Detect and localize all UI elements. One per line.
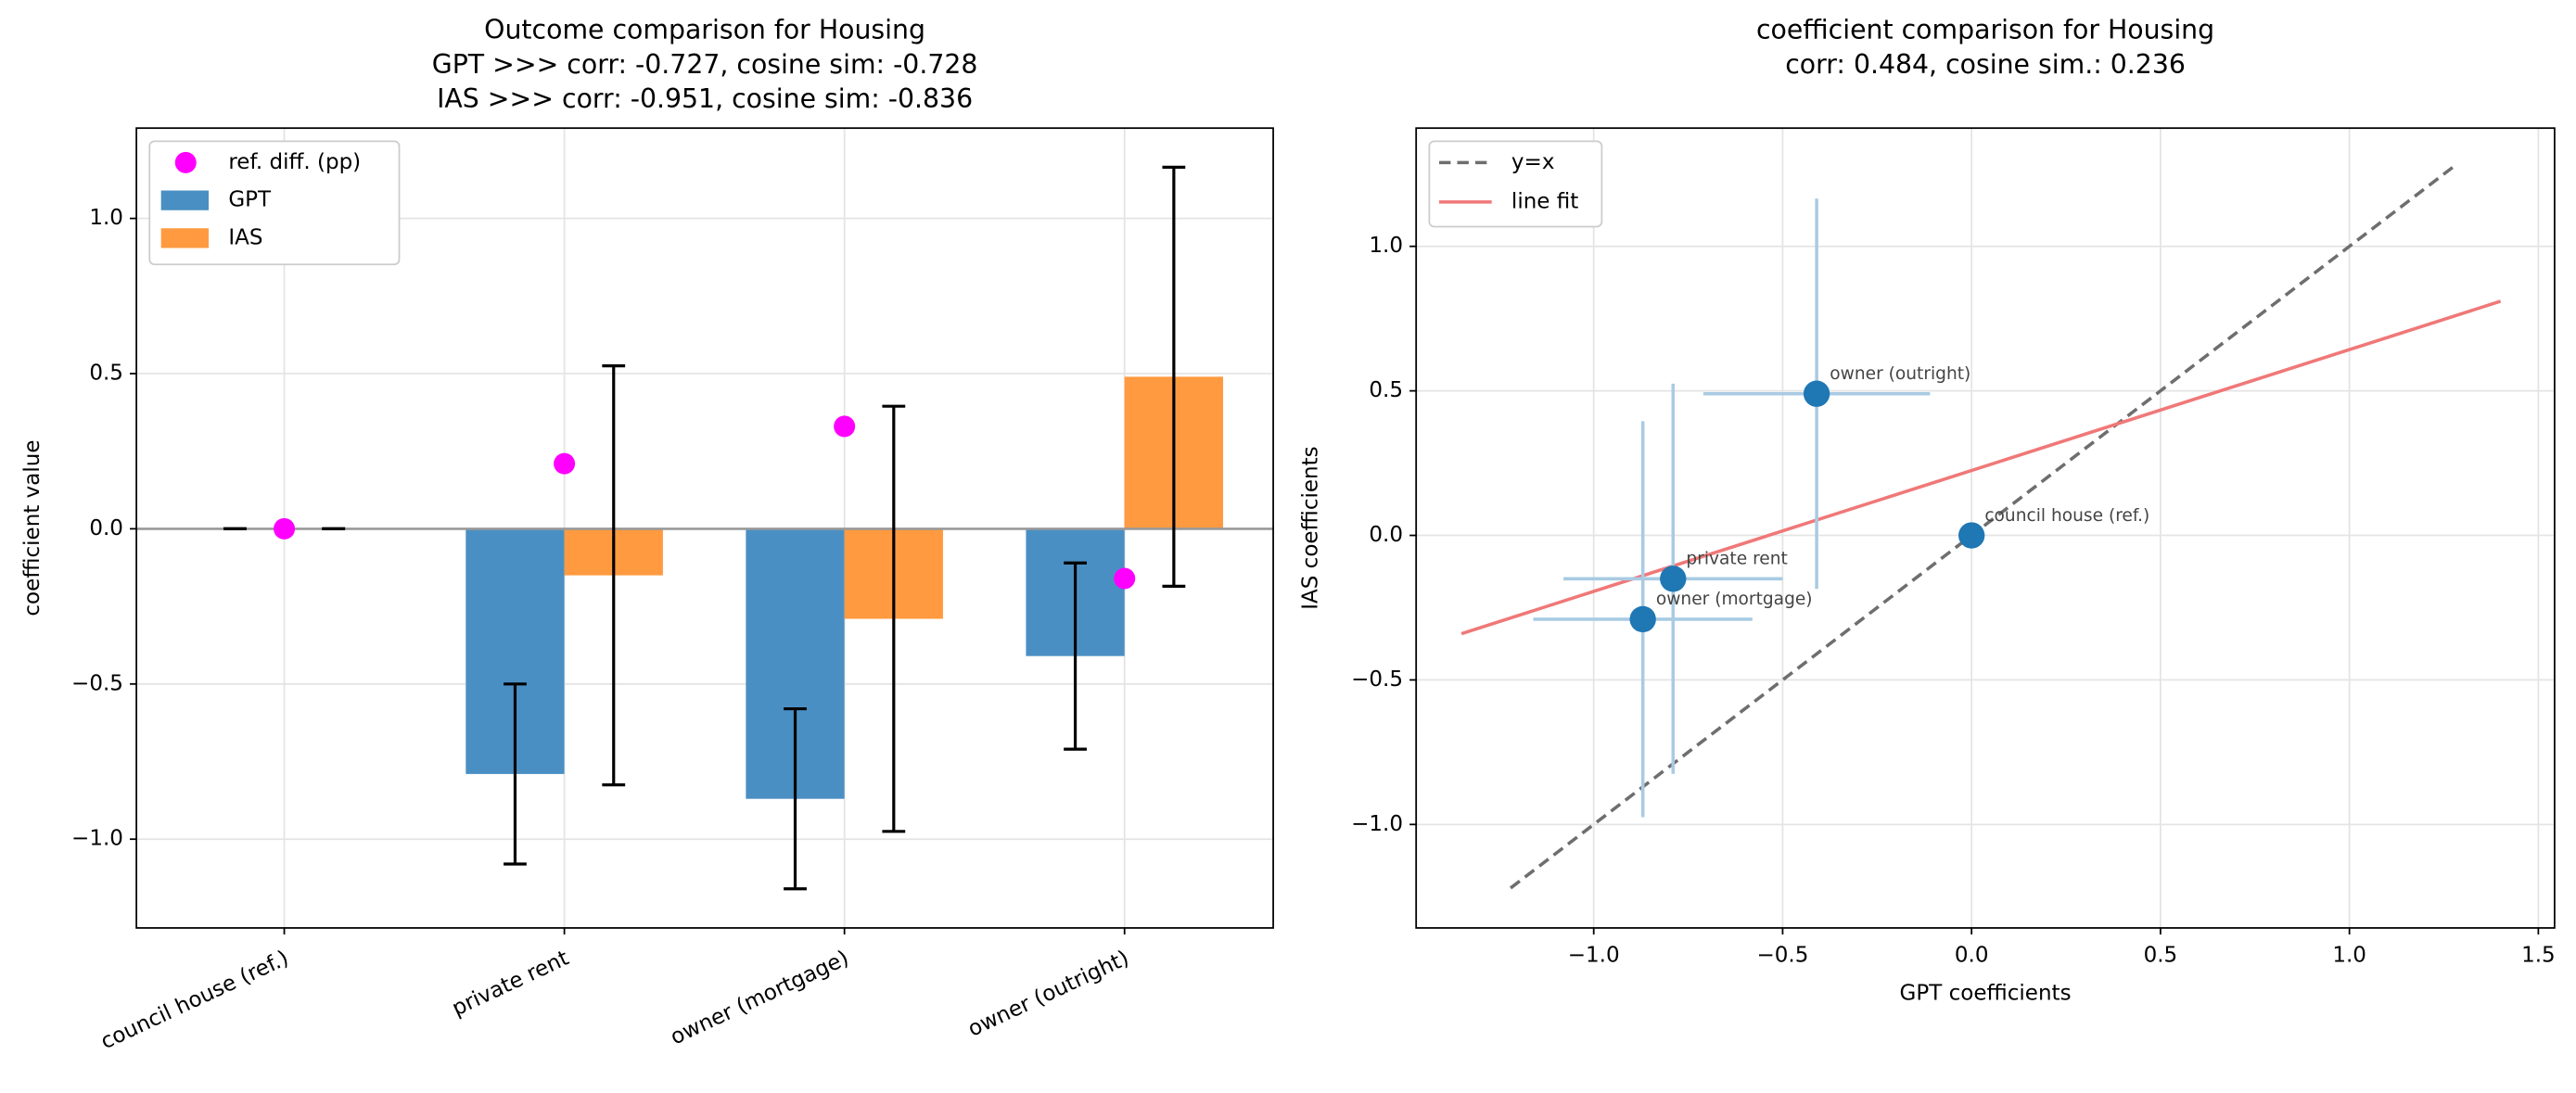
ref-point [274, 517, 296, 540]
x-axis-label: GPT coefficients [1900, 981, 2072, 1005]
point-label: private rent [1686, 550, 1787, 569]
point-label: owner (mortgage) [1656, 590, 1813, 609]
fit-line [1509, 164, 2456, 890]
error-bar [1064, 561, 1087, 751]
legend-label: ref. diff. (pp) [228, 150, 361, 174]
legend-label: IAS [228, 225, 262, 249]
fit-line [1460, 299, 2502, 636]
y-tick-label: 0.5 [1369, 378, 1403, 402]
chart-title: Outcome comparison for Housing [484, 15, 925, 45]
ref-point [554, 452, 576, 475]
x-tick-label: −0.5 [1756, 944, 1808, 968]
chart-title: coefficient comparison for Housing [1756, 15, 2214, 45]
y-tick-label: −0.5 [1351, 667, 1403, 692]
x-tick-label: −1.0 [1568, 944, 1620, 968]
y-tick-label: 1.0 [89, 206, 123, 230]
ref-point [1114, 567, 1136, 590]
point [1803, 380, 1830, 407]
y-axis-label: IAS coefficients [1298, 446, 1322, 609]
point [1958, 522, 1985, 549]
point [1660, 566, 1687, 592]
legend-label: line fit [1511, 189, 1578, 213]
x-tick-label: 0.0 [1955, 944, 1989, 968]
legend-swatch [160, 190, 210, 210]
y-tick-label: 0.0 [89, 516, 123, 540]
error-bar [602, 364, 626, 787]
x-tick-label: 0.5 [2144, 944, 2178, 968]
ref-point [834, 415, 856, 438]
x-tick-label: 1.0 [2332, 944, 2366, 968]
error-bar [882, 404, 906, 833]
chart-title: IAS >>> corr: -0.951, cosine sim: -0.836 [437, 83, 973, 114]
x-tick-label: council house (ref.) [97, 947, 293, 1055]
axes-frame [135, 127, 1274, 929]
y-axis-label: coefficient value [20, 439, 45, 616]
y-tick-label: −1.0 [1351, 812, 1403, 836]
x-tick-label: owner (outright) [964, 947, 1133, 1042]
y-tick-label: 1.0 [1369, 234, 1403, 258]
y-tick-label: 0.5 [89, 362, 123, 386]
legend-label: GPT [228, 188, 272, 212]
y-tick-label: 0.0 [1369, 523, 1403, 547]
x-tick-label: 1.5 [2521, 944, 2556, 968]
legend-label: y=x [1511, 150, 1555, 174]
y-tick-label: −0.5 [71, 671, 123, 695]
axes-frame [1415, 127, 2556, 929]
legend-box [1428, 140, 1603, 228]
point-label: owner (outright) [1830, 364, 1970, 384]
x-tick-label: private rent [449, 947, 573, 1022]
chart-title: corr: 0.484, cosine sim.: 0.236 [1785, 49, 2186, 80]
error-bar [784, 706, 807, 891]
y-tick-label: −1.0 [71, 827, 123, 851]
legend-box [148, 140, 401, 266]
x-tick-label: owner (mortgage) [667, 947, 852, 1050]
legend-swatch [160, 228, 210, 248]
legend-swatch [174, 151, 197, 173]
chart-title: GPT >>> corr: -0.727, cosine sim: -0.728 [432, 49, 978, 80]
error-bar [504, 682, 527, 866]
point [1629, 605, 1656, 633]
error-bar [1162, 165, 1186, 588]
point-label: council house (ref.) [1984, 506, 2149, 526]
